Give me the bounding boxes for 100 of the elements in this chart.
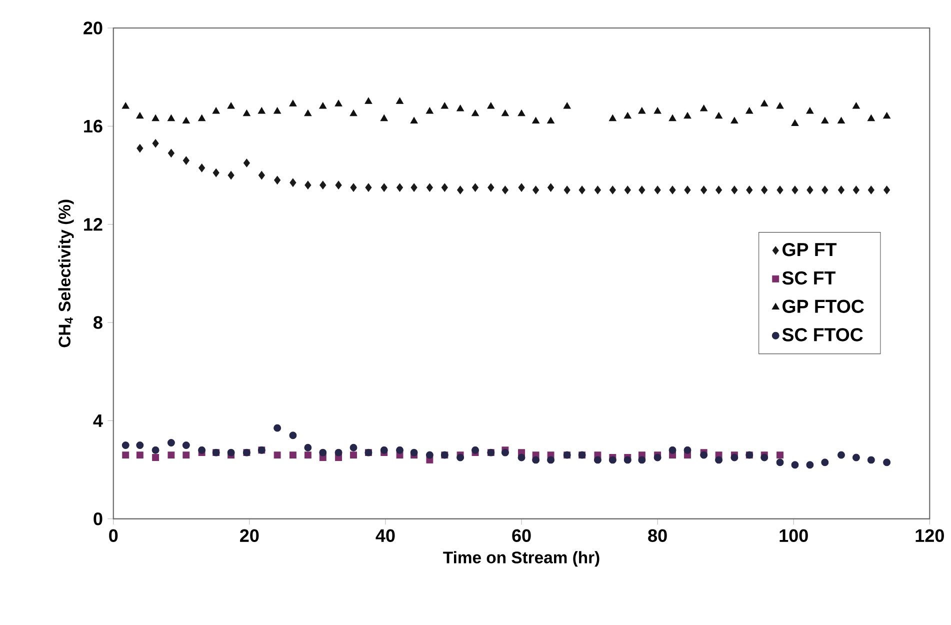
point xyxy=(396,97,404,104)
point xyxy=(304,452,312,459)
point xyxy=(730,117,738,124)
point xyxy=(563,102,571,109)
point xyxy=(654,186,661,194)
point xyxy=(136,112,144,119)
point xyxy=(624,456,632,464)
point xyxy=(821,117,829,124)
point xyxy=(791,120,799,126)
point xyxy=(212,107,220,114)
x-tick-label: 80 xyxy=(648,529,667,542)
point xyxy=(274,452,281,459)
point xyxy=(501,110,509,116)
x-tick-label: 0 xyxy=(109,529,118,542)
point xyxy=(242,110,250,116)
point xyxy=(289,432,297,440)
point xyxy=(410,183,418,192)
point xyxy=(136,452,144,459)
point xyxy=(746,107,754,114)
point xyxy=(806,186,814,194)
point xyxy=(806,107,814,114)
point xyxy=(608,456,616,464)
point xyxy=(638,107,646,114)
point xyxy=(472,110,479,116)
point xyxy=(350,444,358,452)
x-tick-label: 20 xyxy=(240,529,259,542)
point xyxy=(456,104,464,112)
point xyxy=(654,107,662,114)
y-tick-label: 20 xyxy=(84,22,102,34)
point xyxy=(838,186,844,194)
point xyxy=(532,186,540,194)
point xyxy=(731,186,738,194)
point xyxy=(669,186,676,194)
point xyxy=(852,454,860,462)
point xyxy=(396,183,404,192)
point xyxy=(227,102,235,109)
point xyxy=(760,454,768,462)
point xyxy=(334,448,342,456)
point xyxy=(274,107,282,114)
point xyxy=(122,452,130,459)
point xyxy=(654,454,662,462)
point xyxy=(700,451,708,459)
point xyxy=(290,178,296,187)
point xyxy=(198,164,206,172)
point xyxy=(334,100,342,106)
point xyxy=(700,104,708,112)
legend-label: SC FT xyxy=(782,271,836,285)
x-tick-label: 40 xyxy=(376,529,395,542)
point xyxy=(440,102,448,109)
point xyxy=(715,112,723,119)
point xyxy=(136,144,144,153)
point xyxy=(624,186,631,194)
point xyxy=(258,107,266,114)
point xyxy=(518,183,525,192)
legend-label: GP FT xyxy=(782,243,837,256)
point xyxy=(638,456,646,464)
point xyxy=(883,112,891,119)
x-tick-label: 100 xyxy=(780,529,808,542)
point xyxy=(730,454,738,462)
point xyxy=(518,110,526,116)
point xyxy=(198,114,206,122)
point xyxy=(532,456,540,464)
point xyxy=(136,442,144,450)
point xyxy=(668,446,676,454)
point xyxy=(502,186,508,194)
point xyxy=(684,446,692,454)
point xyxy=(883,458,891,466)
point xyxy=(182,452,190,459)
point xyxy=(380,183,388,192)
point xyxy=(776,458,784,466)
x-axis-title: Time on Stream (hr) xyxy=(443,551,600,567)
point xyxy=(167,114,175,122)
point xyxy=(167,439,175,447)
point xyxy=(700,186,708,194)
x-tick-label: 120 xyxy=(916,529,944,542)
point xyxy=(456,454,464,462)
point xyxy=(350,110,358,116)
point xyxy=(532,117,540,124)
point xyxy=(761,186,768,194)
point xyxy=(274,424,282,432)
point xyxy=(684,186,691,194)
point xyxy=(182,117,190,124)
point xyxy=(182,156,190,165)
point xyxy=(488,183,494,192)
legend-label: SC FTOC xyxy=(782,328,863,342)
point xyxy=(624,112,632,119)
point xyxy=(289,100,297,106)
y-tick-label: 0 xyxy=(94,512,102,526)
point xyxy=(122,102,130,109)
point xyxy=(760,100,768,106)
point xyxy=(320,180,326,190)
point xyxy=(852,186,860,194)
point xyxy=(547,117,555,124)
point xyxy=(792,186,798,194)
point xyxy=(304,110,312,116)
point xyxy=(365,183,372,192)
point xyxy=(396,446,404,454)
point xyxy=(837,117,845,124)
point xyxy=(380,114,388,122)
point xyxy=(319,102,327,109)
